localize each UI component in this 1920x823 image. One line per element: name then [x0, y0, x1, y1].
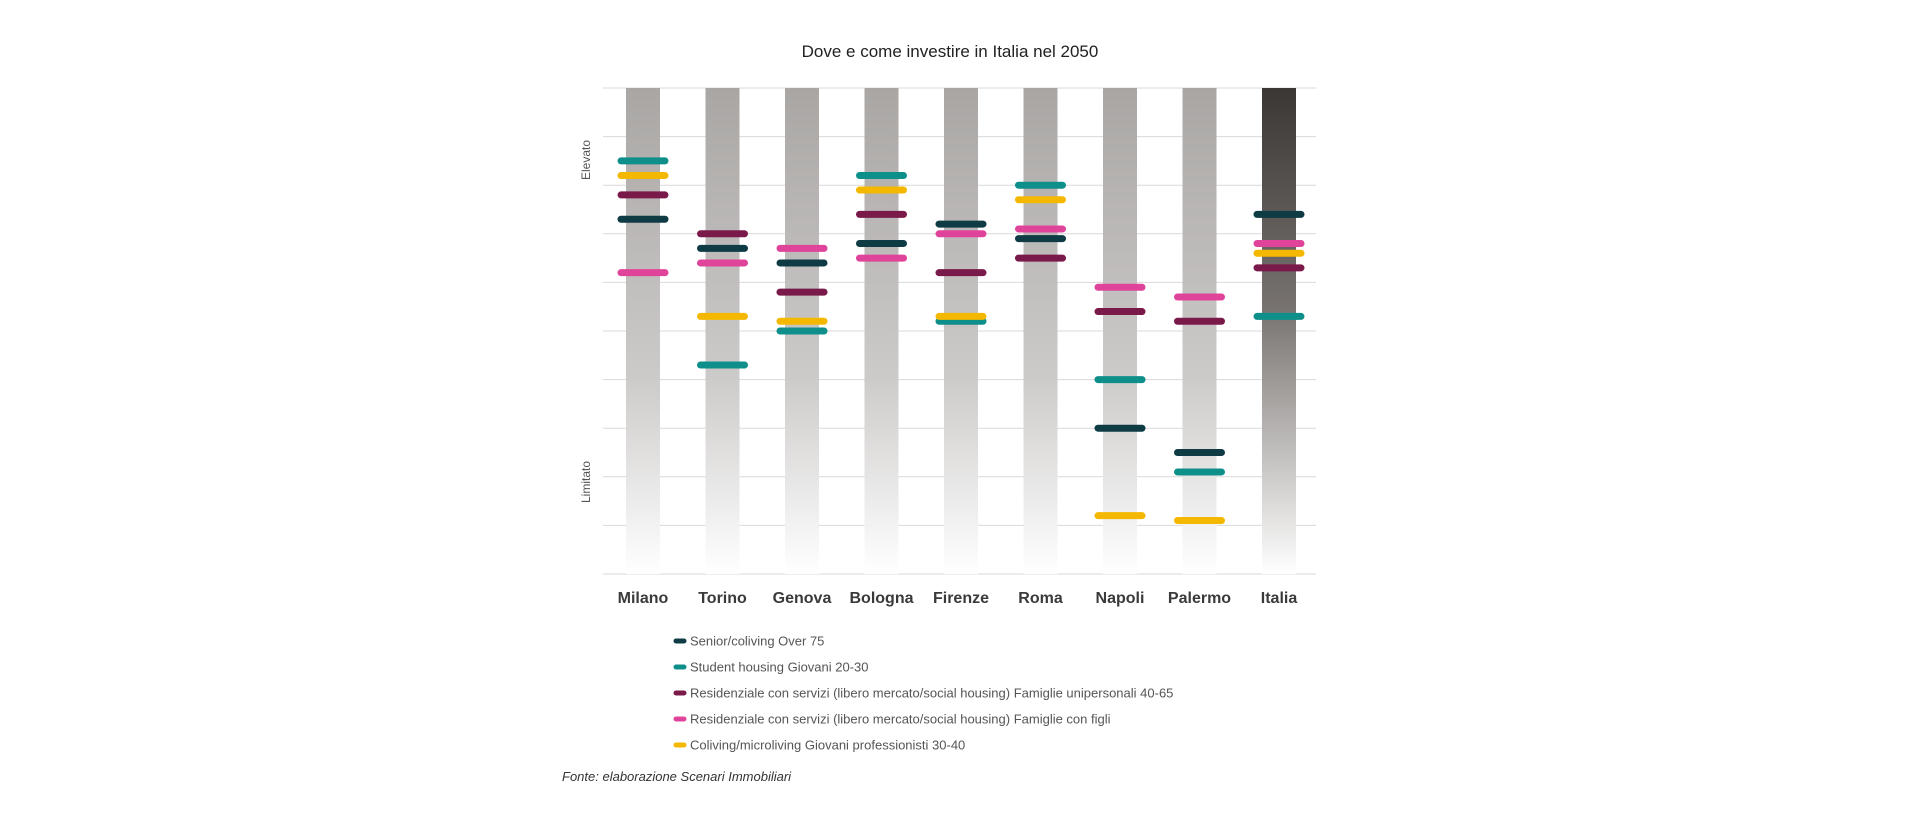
category-columns: [626, 88, 1296, 574]
category-label-milano: Milano: [618, 590, 669, 607]
category-label-palermo: Palermo: [1168, 590, 1231, 607]
column-torino: [705, 88, 740, 574]
category-label-torino: Torino: [698, 590, 747, 607]
column-firenze: [944, 88, 978, 574]
category-label-napoli: Napoli: [1096, 590, 1145, 607]
column-palermo: [1182, 88, 1217, 574]
legend-label-5: Coliving/microliving Giovani professioni…: [690, 738, 965, 753]
chart-title: Dove e come investire in Italia nel 2050: [802, 42, 1099, 61]
legend-label-1: Senior/coliving Over 75: [690, 634, 824, 649]
category-label-genova: Genova: [773, 590, 832, 607]
category-label-roma: Roma: [1018, 590, 1063, 607]
column-napoli: [1103, 88, 1137, 574]
y-axis-high-label: Elevato: [579, 140, 593, 180]
source-note: Fonte: elaborazione Scenari Immobiliari: [562, 769, 792, 784]
column-bologna: [864, 88, 899, 574]
legend: Senior/coliving Over 75 Student housing G…: [673, 634, 1173, 753]
legend-label-4: Residenziale con servizi (libero mercato…: [690, 712, 1111, 727]
category-label-italia: Italia: [1261, 590, 1298, 607]
column-milano: [626, 88, 660, 574]
legend-label-2: Student housing Giovani 20-30: [690, 660, 869, 675]
column-italia: [1262, 88, 1296, 574]
y-axis-low-label: Limitato: [579, 461, 593, 503]
column-roma: [1023, 88, 1058, 574]
legend-label-3: Residenziale con servizi (libero mercato…: [690, 686, 1173, 701]
data-marks: [617, 157, 1305, 525]
category-label-bologna: Bologna: [850, 590, 914, 607]
category-labels: Milano Torino Genova Bologna Firenze Roma Napo…: [618, 590, 1298, 607]
category-label-firenze: Firenze: [933, 590, 989, 607]
